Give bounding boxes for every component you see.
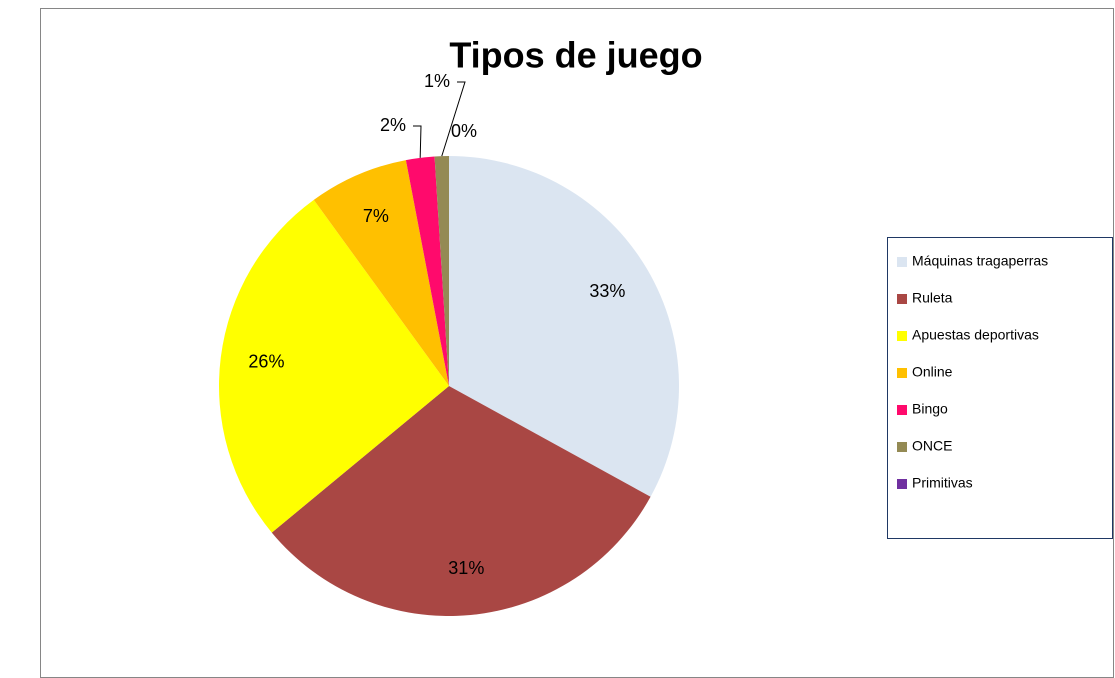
legend-label: ONCE [912, 438, 952, 454]
chart-title: Tipos de juego [449, 35, 702, 76]
leader-line [413, 125, 422, 158]
pie-slice [434, 156, 449, 386]
legend-label: Bingo [912, 401, 948, 417]
legend-box [887, 237, 1113, 539]
leader-line [441, 81, 466, 157]
legend-swatch [897, 405, 907, 415]
pie-slice [218, 199, 449, 533]
legend-label: Máquinas tragaperras [912, 253, 1048, 269]
legend-swatch [897, 294, 907, 304]
pie-slice [271, 386, 651, 616]
legend-swatch [897, 479, 907, 489]
legend-swatch [897, 331, 907, 341]
data-label: 26% [248, 352, 284, 372]
data-label: 31% [448, 558, 484, 578]
pie-slice [313, 160, 449, 386]
legend-label: Online [912, 364, 953, 380]
pie-slice [405, 156, 449, 386]
legend-swatch [897, 442, 907, 452]
pie-slice [449, 156, 679, 497]
data-label: 33% [589, 281, 625, 301]
legend-swatch [897, 257, 907, 267]
data-label: 0% [451, 121, 477, 141]
data-label: 1% [424, 71, 450, 91]
data-label: 7% [363, 206, 389, 226]
legend-label: Primitivas [912, 475, 973, 491]
legend-label: Apuestas deportivas [912, 327, 1039, 343]
data-label: 2% [380, 115, 406, 135]
legend-swatch [897, 368, 907, 378]
legend-label: Ruleta [912, 290, 953, 306]
